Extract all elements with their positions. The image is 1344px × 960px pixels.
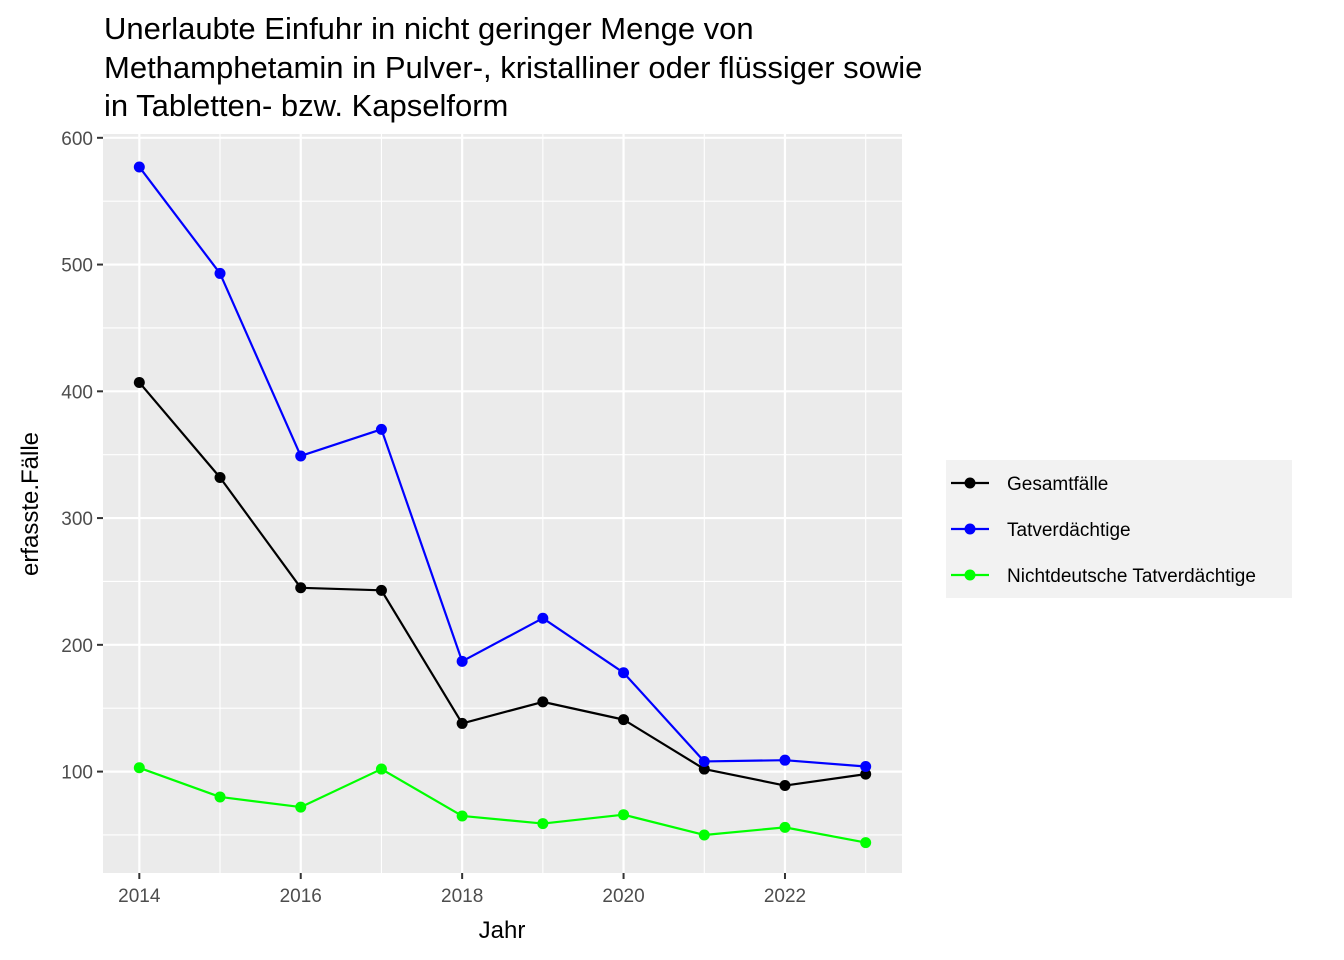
data-point xyxy=(295,582,307,594)
data-point xyxy=(537,696,549,708)
legend-label: Tatverdächtige xyxy=(1007,520,1131,541)
x-tick-label: 2020 xyxy=(602,886,644,907)
legend-key-point xyxy=(964,477,976,489)
x-tick-label: 2014 xyxy=(118,886,161,907)
legend-background xyxy=(946,460,1292,598)
series-line xyxy=(138,766,866,844)
x-tick-label: 2016 xyxy=(280,886,322,907)
series-layer xyxy=(133,161,872,849)
data-point xyxy=(698,763,710,775)
data-point xyxy=(375,423,387,435)
legend-item: Nichtdeutsche Tatverdächtige xyxy=(948,554,1256,596)
data-point xyxy=(618,809,630,821)
data-point xyxy=(133,762,145,774)
y-tick-label: 200 xyxy=(61,636,93,657)
series-1 xyxy=(133,376,872,792)
x-axis-title: Jahr xyxy=(479,917,526,944)
y-tick-label: 500 xyxy=(61,256,93,277)
data-point xyxy=(779,821,791,833)
legend-item: Gesamtfälle xyxy=(948,462,1108,504)
grid-lines xyxy=(103,134,902,873)
data-point xyxy=(537,612,549,624)
data-point xyxy=(698,829,710,841)
x-tick-label: 2018 xyxy=(441,886,483,907)
data-point xyxy=(375,763,387,775)
data-point xyxy=(860,768,872,780)
plot-panel xyxy=(103,134,902,873)
axes: 100 200 300 400 500 600 2014 2016 2018 2020 2022 xyxy=(61,129,806,907)
data-point xyxy=(133,376,145,388)
x-tick-label: 2022 xyxy=(764,886,806,907)
data-point xyxy=(456,810,468,822)
data-point xyxy=(860,761,872,773)
series-3 xyxy=(133,762,872,849)
y-tick-label: 600 xyxy=(61,129,93,150)
data-point xyxy=(375,584,387,596)
chart-title-line-1: Unerlaubte Einfuhr in nicht geringer Men… xyxy=(104,11,754,46)
data-point xyxy=(537,818,549,830)
series-line xyxy=(138,166,866,768)
data-point xyxy=(214,791,226,803)
y-tick-label: 100 xyxy=(61,763,93,784)
data-point xyxy=(133,161,145,173)
data-point xyxy=(456,655,468,667)
data-point xyxy=(214,472,226,484)
data-point xyxy=(214,267,226,279)
data-point xyxy=(779,780,791,792)
legend-item: Tatverdächtige xyxy=(948,508,1131,550)
data-point xyxy=(618,714,630,726)
legend-key-point xyxy=(964,523,976,535)
y-axis-title: erfasste.Fälle xyxy=(17,432,44,576)
series-2 xyxy=(133,161,872,773)
legend-label: Gesamtfälle xyxy=(1007,474,1108,495)
legend: Gesamtfälle Tatverdächtige Nichtdeutsche T… xyxy=(946,460,1292,598)
chart-title-line-2: Methamphetamin in Pulver-, kristalliner … xyxy=(104,50,922,85)
y-tick-label: 400 xyxy=(61,382,93,403)
data-point xyxy=(698,755,710,767)
data-point xyxy=(456,717,468,729)
chart-title: Unerlaubte Einfuhr in nicht geringer Men… xyxy=(104,11,922,123)
data-point xyxy=(779,754,791,766)
data-point xyxy=(295,801,307,813)
legend-label: Nichtdeutsche Tatverdächtige xyxy=(1007,566,1256,587)
data-point xyxy=(295,450,307,462)
legend-key-point xyxy=(964,569,976,581)
chart-title-line-3: in Tabletten- bzw. Kapselform xyxy=(104,88,508,123)
data-point xyxy=(860,837,872,849)
y-tick-label: 300 xyxy=(61,509,93,530)
series-line xyxy=(138,381,866,787)
data-point xyxy=(618,667,630,679)
